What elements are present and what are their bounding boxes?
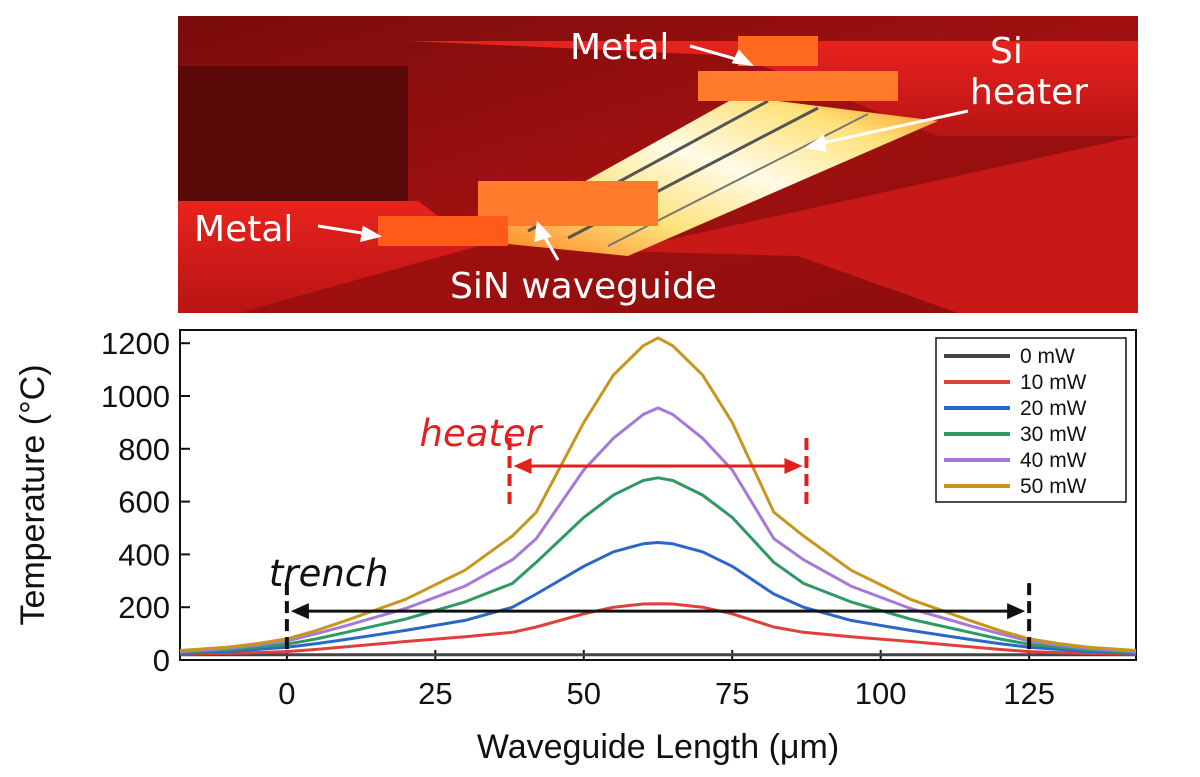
metal-pad-top bbox=[738, 36, 818, 66]
trench-arrowhead-right bbox=[1007, 603, 1026, 620]
temperature-chart: 0 25 50 75 100 125 0 200 400 600 800 1000 1200 heate… bbox=[14, 326, 1137, 766]
series-line-40-mw bbox=[179, 406, 1137, 654]
label-metal-top: Metal bbox=[570, 27, 669, 68]
label-metal-left: Metal bbox=[194, 209, 293, 250]
range-annotations: heater trench bbox=[269, 412, 1032, 652]
thermal-simulation-render: Metal Si heater Metal SiN waveguide bbox=[178, 16, 1138, 313]
legend: 0 mW 10 mW 20 mW 30 mW 40 mW 50 mW bbox=[935, 337, 1127, 503]
legend-label: 30 mW bbox=[1020, 423, 1087, 446]
heater-arrowhead-left bbox=[513, 457, 532, 474]
render-arrows bbox=[317, 44, 969, 261]
metal-pad-bottom bbox=[478, 181, 658, 226]
heater-arrowhead-right bbox=[784, 457, 803, 474]
label-si-heater-line1: Si bbox=[990, 31, 1023, 72]
axis-ticks: 0 25 50 75 100 125 0 200 400 600 800 1000 1200 bbox=[101, 326, 1055, 711]
y-tick-label: 400 bbox=[118, 537, 170, 572]
legend-label: 20 mW bbox=[1020, 397, 1087, 420]
label-sin-waveguide: SiN waveguide bbox=[450, 266, 717, 307]
metal-pad-top-cross bbox=[698, 71, 898, 101]
x-tick-label: 75 bbox=[715, 676, 749, 711]
metal-pad-left bbox=[378, 216, 508, 246]
x-tick-label: 100 bbox=[855, 676, 907, 711]
x-tick-label: 50 bbox=[567, 676, 601, 711]
left-trench-wall bbox=[178, 66, 408, 226]
y-tick-label: 600 bbox=[118, 485, 170, 520]
x-tick-label: 125 bbox=[1003, 676, 1055, 711]
x-axis-title: Waveguide Length (μm) bbox=[477, 728, 839, 766]
y-tick-label: 800 bbox=[118, 432, 170, 467]
series-line-30-mw bbox=[179, 476, 1137, 655]
heater-label: heater bbox=[420, 412, 544, 455]
legend-label: 0 mW bbox=[1020, 345, 1075, 368]
y-tick-label: 0 bbox=[153, 643, 170, 678]
legend-label: 50 mW bbox=[1020, 475, 1087, 498]
render-svg: Metal Si heater Metal SiN waveguide bbox=[178, 16, 1138, 313]
series-line-20-mw bbox=[179, 541, 1137, 655]
trench-label: trench bbox=[269, 552, 389, 595]
series-line-10-mw bbox=[179, 602, 1137, 656]
series-lines bbox=[179, 336, 1137, 657]
right-slab bbox=[618, 136, 1138, 313]
x-tick-label: 0 bbox=[278, 676, 295, 711]
y-tick-label: 200 bbox=[118, 590, 170, 625]
y-tick-label: 1200 bbox=[101, 326, 170, 361]
series-line-50-mw bbox=[179, 336, 1137, 652]
legend-label: 10 mW bbox=[1020, 371, 1087, 394]
legend-box bbox=[935, 337, 1127, 503]
label-si-heater-line2: heater bbox=[970, 72, 1088, 113]
x-tick-label: 25 bbox=[418, 676, 452, 711]
y-axis-title: Temperature (°C) bbox=[14, 364, 52, 625]
y-tick-label: 1000 bbox=[101, 379, 170, 414]
legend-label: 40 mW bbox=[1020, 449, 1087, 472]
trench-arrowhead-left bbox=[290, 603, 309, 620]
plot-frame bbox=[179, 329, 1137, 661]
